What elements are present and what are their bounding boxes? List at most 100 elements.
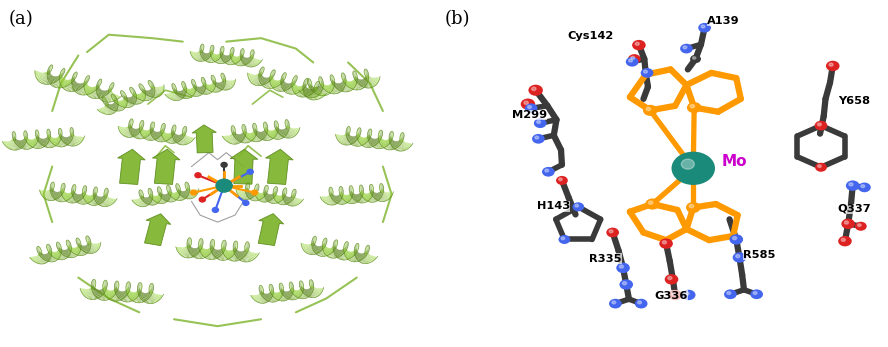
Polygon shape [82, 240, 91, 251]
Polygon shape [38, 246, 43, 264]
Polygon shape [38, 66, 52, 81]
Polygon shape [36, 68, 52, 79]
Polygon shape [234, 241, 236, 261]
Polygon shape [303, 84, 313, 93]
Polygon shape [365, 75, 379, 81]
Polygon shape [339, 128, 350, 143]
Polygon shape [379, 130, 381, 149]
Polygon shape [294, 77, 296, 94]
Polygon shape [264, 193, 276, 195]
Polygon shape [271, 73, 278, 86]
Polygon shape [93, 195, 107, 198]
Polygon shape [61, 185, 68, 200]
Polygon shape [242, 49, 245, 65]
Polygon shape [253, 127, 265, 138]
Polygon shape [262, 124, 267, 139]
Polygon shape [263, 185, 267, 202]
Polygon shape [350, 192, 362, 197]
Polygon shape [47, 135, 60, 141]
Polygon shape [313, 242, 327, 252]
Text: Y658: Y658 [838, 96, 870, 105]
Polygon shape [39, 134, 51, 143]
Polygon shape [376, 130, 382, 148]
Circle shape [733, 237, 737, 240]
Circle shape [536, 120, 541, 124]
Polygon shape [281, 188, 286, 205]
Polygon shape [36, 130, 40, 149]
Polygon shape [321, 85, 335, 86]
Polygon shape [161, 129, 172, 137]
Polygon shape [348, 132, 361, 141]
Polygon shape [59, 248, 71, 252]
Polygon shape [47, 76, 62, 77]
Polygon shape [173, 84, 178, 101]
Polygon shape [139, 284, 146, 302]
Polygon shape [113, 281, 118, 301]
Polygon shape [362, 71, 368, 87]
Polygon shape [182, 82, 192, 97]
Polygon shape [75, 77, 90, 92]
Polygon shape [291, 289, 304, 292]
Polygon shape [289, 282, 292, 300]
Polygon shape [334, 80, 346, 86]
Polygon shape [58, 129, 61, 147]
Polygon shape [232, 52, 244, 61]
Polygon shape [84, 85, 100, 90]
Polygon shape [176, 185, 186, 199]
Polygon shape [264, 124, 274, 138]
Polygon shape [283, 73, 284, 91]
Polygon shape [246, 242, 250, 262]
Polygon shape [40, 190, 52, 192]
Polygon shape [309, 79, 310, 98]
Polygon shape [24, 134, 36, 146]
Polygon shape [279, 284, 282, 301]
Polygon shape [59, 131, 69, 144]
Polygon shape [285, 122, 297, 135]
Polygon shape [123, 282, 130, 301]
Polygon shape [369, 185, 378, 201]
Polygon shape [151, 86, 164, 88]
Polygon shape [290, 76, 296, 94]
Polygon shape [104, 99, 106, 114]
Polygon shape [36, 130, 42, 148]
Polygon shape [93, 286, 107, 294]
Polygon shape [282, 193, 293, 200]
Polygon shape [153, 127, 165, 138]
Polygon shape [150, 126, 159, 137]
Polygon shape [222, 243, 231, 258]
Polygon shape [197, 44, 203, 61]
Polygon shape [313, 243, 327, 251]
Polygon shape [167, 189, 179, 197]
Polygon shape [78, 245, 91, 246]
Polygon shape [274, 122, 284, 138]
Polygon shape [242, 128, 254, 139]
Polygon shape [312, 246, 326, 247]
Polygon shape [48, 129, 53, 147]
Polygon shape [279, 286, 290, 298]
Polygon shape [71, 128, 75, 146]
Polygon shape [308, 79, 316, 97]
Polygon shape [57, 242, 65, 260]
Polygon shape [274, 190, 281, 201]
Polygon shape [222, 78, 235, 83]
Polygon shape [278, 73, 286, 91]
Polygon shape [226, 49, 234, 64]
Polygon shape [36, 71, 52, 75]
Polygon shape [151, 122, 153, 141]
Polygon shape [123, 282, 130, 302]
Polygon shape [36, 130, 37, 149]
Polygon shape [115, 289, 128, 294]
Polygon shape [221, 76, 234, 85]
Polygon shape [303, 78, 306, 97]
Polygon shape [206, 240, 214, 259]
Polygon shape [139, 195, 152, 201]
Polygon shape [38, 253, 52, 255]
Polygon shape [304, 81, 310, 95]
Polygon shape [274, 287, 283, 298]
Polygon shape [161, 127, 170, 139]
Polygon shape [142, 85, 144, 101]
Polygon shape [367, 246, 369, 263]
Polygon shape [265, 188, 272, 200]
Polygon shape [360, 185, 366, 203]
Polygon shape [155, 189, 162, 202]
